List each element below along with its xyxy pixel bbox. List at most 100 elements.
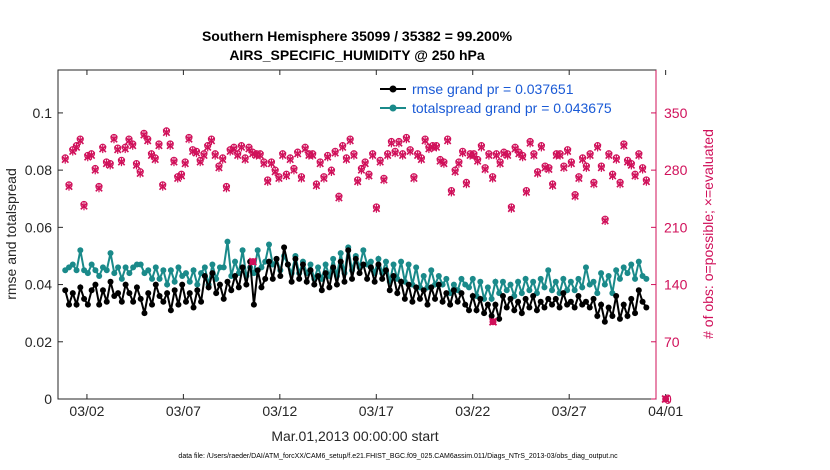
legend-totalspread-label: totalspread grand pr = 0.043675 (412, 100, 612, 116)
obs-evaluated-point (233, 151, 242, 160)
totalspread-series-point (503, 287, 510, 294)
rmse-series-point (96, 301, 103, 308)
obs-evaluated-point (398, 151, 407, 160)
obs-evaluated-point (485, 151, 493, 160)
obs-evaluated-point (447, 188, 456, 197)
y-axis-label: rmse and totalspread (3, 168, 19, 300)
obs-evaluated-point (503, 151, 512, 160)
rmse-series-point (594, 313, 601, 320)
rmse-series-point (405, 281, 412, 288)
obs-evaluated-point (155, 141, 163, 150)
highlight-dot (662, 395, 670, 403)
totalspread-series-point (390, 261, 397, 268)
rmse-series-point (107, 278, 114, 285)
obs-evaluated-point (470, 151, 478, 160)
x-axis-label: Mar.01,2013 00:00:00 start (271, 428, 438, 444)
totalspread-series-point (224, 238, 231, 245)
rmse-series-point (156, 293, 163, 300)
totalspread-series-point (182, 270, 189, 277)
rmse-series-point (209, 270, 216, 277)
series-layer (61, 127, 670, 404)
rmse-series-point (194, 287, 201, 294)
obs-evaluated-point (590, 179, 598, 189)
x-tick-label: 03/22 (455, 403, 490, 419)
obs-evaluated-point (76, 136, 84, 145)
obs-evaluated-point (432, 143, 441, 152)
rmse-series-point (337, 258, 344, 265)
rmse-series-point (250, 301, 257, 308)
obs-evaluated-point (608, 171, 617, 181)
totalspread-series-point (164, 281, 171, 288)
rmse-series-point (167, 307, 174, 314)
obs-evaluated-point (492, 151, 501, 160)
obs-evaluated-point (518, 152, 527, 162)
rmse-series-point (126, 290, 133, 297)
totalspread-series-point (560, 275, 567, 282)
totalspread-series-point (266, 241, 273, 248)
obs-evaluated-point (222, 183, 231, 193)
y-axis-label-right: # of obs: o=possible; ×=evaluated (700, 129, 716, 339)
chart-title: Southern Hemisphere 35099 / 35382 = 99.2… (202, 28, 513, 44)
totalspread-series-point (594, 290, 601, 297)
totalspread-series-point (220, 264, 227, 271)
rmse-series-point (352, 255, 359, 262)
obs-evaluated-point (638, 165, 647, 174)
obs-evaluated-point (181, 159, 189, 168)
obs-evaluated-point (226, 147, 234, 156)
obs-evaluated-point (417, 155, 426, 164)
rmse-series-point (307, 267, 314, 274)
rmse-series-point (201, 272, 208, 279)
rmse-series-point (515, 298, 522, 305)
rmse-series-point (601, 318, 608, 325)
rmse-series-point (462, 301, 469, 308)
rmse-series-point (435, 281, 442, 288)
rmse-series-point (77, 284, 84, 291)
rmse-series-point (141, 310, 148, 317)
obs-evaluated-point (230, 144, 238, 154)
rmse-series-point (582, 298, 589, 305)
obs-evaluated-point (338, 143, 347, 152)
totalspread-series-point (175, 264, 182, 271)
obs-evaluated-point (80, 201, 88, 211)
y-right-tick-label: 280 (664, 162, 688, 178)
rmse-series-point (469, 293, 476, 300)
rmse-series-point (266, 258, 273, 265)
rmse-series-point (232, 272, 239, 279)
rmse-series-point (541, 304, 548, 311)
rmse-series-point (341, 278, 348, 285)
rmse-series-point (333, 281, 340, 288)
rmse-series-point (322, 270, 329, 277)
obs-evaluated-point (391, 148, 399, 158)
rmse-series-point (277, 272, 284, 279)
data-file-footnote: data file: /Users/raeder/DAI/ATM_forcXX/… (178, 453, 618, 460)
y-right-tick-label: 140 (664, 277, 688, 293)
rmse-series-point (326, 284, 333, 291)
rmse-series-point (239, 264, 246, 271)
y-tick-label: 0 (44, 391, 52, 407)
rmse-series-point (552, 295, 559, 302)
obs-evaluated-point (256, 151, 264, 160)
rmse-series-point (420, 287, 427, 294)
obs-evaluated-point (350, 151, 358, 160)
obs-evaluated-point (177, 171, 186, 181)
obs-evaluated-point (260, 159, 268, 168)
rmse-series-point (375, 261, 382, 268)
obs-evaluated-point (545, 165, 553, 174)
obs-evaluated-point (616, 179, 624, 189)
totalspread-series-point (601, 281, 608, 288)
obs-evaluated-point (308, 151, 317, 160)
totalspread-series-point (367, 258, 374, 265)
rmse-series-point (171, 287, 178, 294)
rmse-series-point (530, 293, 537, 300)
y-tick-label: 0.02 (25, 334, 52, 350)
rmse-series-point (235, 284, 242, 291)
totalspread-series-point (145, 267, 152, 274)
obs-evaluated-point (620, 141, 628, 150)
obs-evaluated-point (458, 148, 467, 158)
rmse-series-point (243, 281, 250, 288)
totalspread-series-point (530, 278, 537, 285)
obs-evaluated-point (383, 151, 392, 160)
totalspread-series-point (77, 247, 84, 254)
rmse-series-point (288, 278, 295, 285)
obs-evaluated-point (271, 167, 279, 176)
